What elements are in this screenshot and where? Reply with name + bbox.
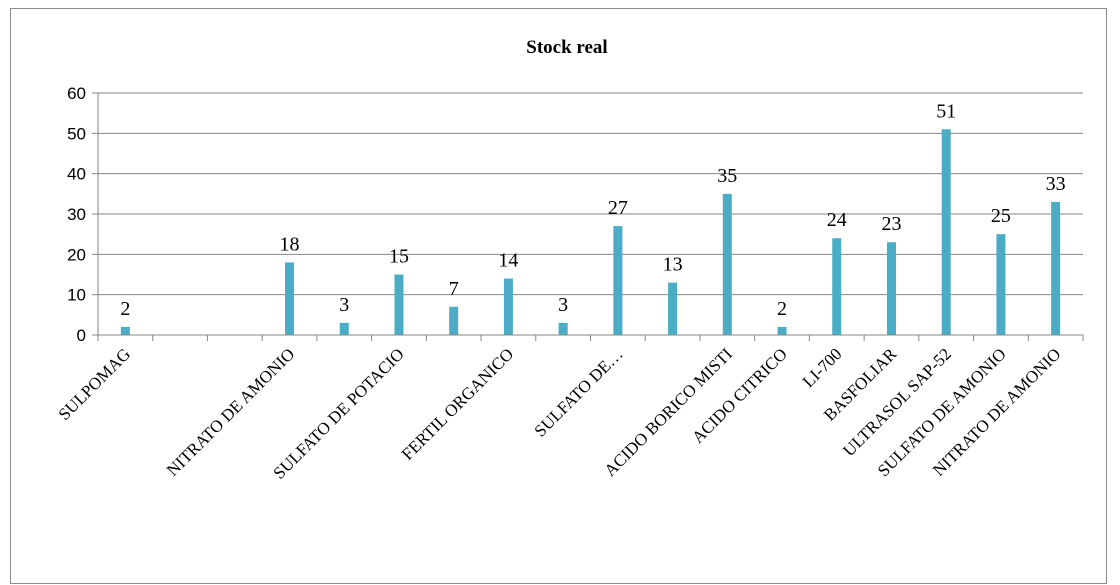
data-label: 7 [449, 278, 459, 300]
data-label: 24 [827, 209, 847, 231]
y-tick-label: 40 [67, 165, 86, 184]
bar [449, 307, 458, 335]
data-label: 35 [717, 165, 737, 187]
x-tick-label: SULPOMAG [55, 344, 135, 424]
bar [613, 226, 622, 335]
bar [559, 323, 568, 335]
bar [394, 275, 403, 336]
bar [723, 194, 732, 335]
data-label: 13 [663, 254, 683, 276]
data-label: 15 [389, 246, 409, 268]
data-label: 2 [120, 298, 130, 320]
data-label: 3 [558, 294, 568, 316]
bar [121, 327, 130, 335]
bar [504, 279, 513, 335]
data-label: 2 [777, 298, 787, 320]
gridlines [98, 93, 1083, 335]
bar [340, 323, 349, 335]
y-tick-label: 10 [67, 286, 86, 305]
bar [1051, 202, 1060, 335]
data-label: 3 [339, 294, 349, 316]
y-tick-label: 50 [67, 124, 86, 143]
x-tick-label: ACIDO CITRICO [688, 344, 791, 447]
y-tick-label: 20 [67, 245, 86, 264]
x-tick-label: LI-700 [799, 344, 846, 391]
bar [285, 262, 294, 335]
bar [778, 327, 787, 335]
bar [832, 238, 841, 335]
bar [942, 129, 951, 335]
bar [668, 283, 677, 335]
data-label: 51 [936, 100, 956, 122]
y-axis: 0 10 20 30 40 50 60 [67, 84, 98, 345]
bar [887, 242, 896, 335]
data-label: 18 [280, 233, 300, 255]
y-tick-label: 60 [67, 84, 86, 103]
x-tick-label: FERTIL ORGANICO [398, 344, 517, 463]
data-label: 23 [881, 213, 901, 235]
data-label: 27 [608, 197, 628, 219]
bar [996, 234, 1005, 335]
y-tick-label: 30 [67, 205, 86, 224]
chart-title: Stock real [526, 37, 607, 58]
data-label: 14 [498, 250, 518, 272]
data-label: 25 [991, 205, 1011, 227]
bars [121, 129, 1060, 335]
y-tick-label: 0 [77, 326, 86, 345]
data-label: 33 [1046, 173, 1066, 195]
x-tick-label: SULFATO DE… [531, 344, 627, 440]
